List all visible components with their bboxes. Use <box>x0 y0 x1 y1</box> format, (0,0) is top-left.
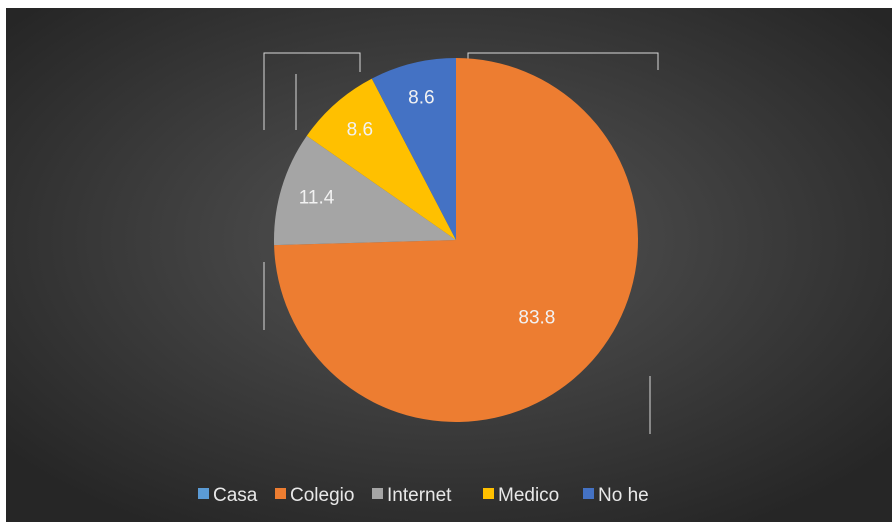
legend-label: Casa <box>213 485 258 506</box>
legend-swatch <box>483 488 494 499</box>
legend-swatch <box>372 488 383 499</box>
legend-label: Internet <box>387 485 452 506</box>
pie-slice <box>371 58 456 240</box>
legend-label: No he <box>598 485 649 506</box>
data-label: 11.4 <box>299 187 335 208</box>
data-label: 8.6 <box>408 88 434 109</box>
pie-slice <box>306 78 456 240</box>
legend-swatch <box>583 488 594 499</box>
pie-slice <box>274 58 638 422</box>
data-label: 83.8 <box>518 308 555 329</box>
pie-slice <box>274 135 456 246</box>
legend-swatch <box>198 488 209 499</box>
legend-label: Medico <box>498 485 559 506</box>
legend-label: Colegio <box>290 485 354 506</box>
data-label: 8.6 <box>347 120 373 141</box>
legend-swatch <box>275 488 286 499</box>
